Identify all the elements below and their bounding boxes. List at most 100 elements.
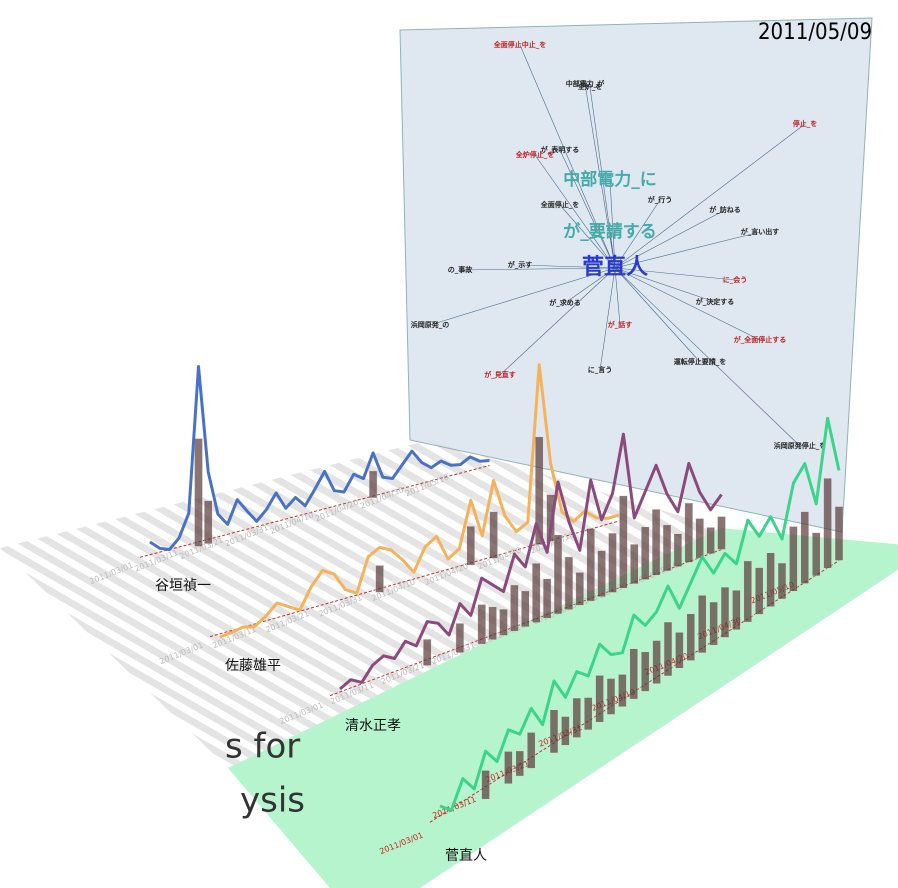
thumbnail-stack xyxy=(561,716,570,746)
node-label: 運転停止要請_を xyxy=(674,357,727,366)
thumbnail-stack xyxy=(608,532,617,593)
edge xyxy=(534,154,616,269)
thumbnail-stack xyxy=(553,534,563,615)
series-line xyxy=(339,432,723,691)
thumbnail-stack xyxy=(651,509,661,576)
edge xyxy=(614,209,726,269)
thumbnail-stack xyxy=(777,562,787,600)
edge xyxy=(614,267,801,447)
thumbnail-stack xyxy=(697,595,707,654)
thumbnail-stack xyxy=(546,494,555,542)
thumbnail-stack xyxy=(572,697,582,738)
floor-green xyxy=(228,528,898,888)
node-label: 浜岡原発停止_を xyxy=(774,441,827,450)
thumbnail-stack xyxy=(695,518,704,559)
edge xyxy=(559,204,616,269)
node-label: が_求める xyxy=(549,298,581,307)
thumbnail-stack xyxy=(203,500,213,545)
series-name: 菅直人 xyxy=(445,847,487,864)
thumbnail-stack xyxy=(619,495,628,589)
thumbnail-stack xyxy=(720,586,730,638)
thumbnail-stack xyxy=(606,678,616,715)
edge xyxy=(614,267,761,341)
edge xyxy=(614,267,716,303)
plots: 2011/03/012011/03/112011/03/212011/03/31… xyxy=(88,363,844,864)
thumbnail-stack xyxy=(630,544,639,585)
edge xyxy=(459,267,616,271)
thumbnail-stack xyxy=(375,565,384,593)
node-label: 全炉_を xyxy=(577,82,603,91)
thumbnail-stack xyxy=(834,506,844,561)
node-label: が_要請する xyxy=(563,221,657,242)
edge xyxy=(429,267,616,326)
edge xyxy=(614,231,761,269)
thumbnail-stack xyxy=(652,640,661,684)
thumbnail-stack xyxy=(526,732,536,769)
node-label: 全炉停止_を xyxy=(515,150,555,159)
edge xyxy=(519,44,616,269)
edge xyxy=(559,149,616,269)
node-label: が_行う xyxy=(648,195,673,204)
edge xyxy=(599,267,616,371)
thumbnail-stack xyxy=(640,651,650,692)
thumbnail-stack xyxy=(709,601,718,646)
thumbnail-stack xyxy=(766,552,775,607)
thumbnail-stack xyxy=(488,606,497,641)
edge xyxy=(614,199,661,269)
side-text: ysis xyxy=(240,781,305,821)
thumbnail-stack xyxy=(194,438,203,547)
thumbnail-stack xyxy=(549,709,559,754)
edge xyxy=(614,267,701,363)
edge xyxy=(589,86,616,269)
thumbnail-stack xyxy=(629,648,639,700)
series-name: 谷垣禎一 xyxy=(155,578,211,594)
node-label: が_決定する xyxy=(696,297,735,306)
node-label: が_示す xyxy=(508,260,533,269)
thumbnail-stack xyxy=(422,638,432,666)
thumbnail-stack xyxy=(706,527,715,555)
series-line xyxy=(219,363,620,639)
edge xyxy=(519,264,616,269)
node-label: が_言い出す xyxy=(741,227,780,236)
series-line xyxy=(439,416,841,812)
node-label: が_表明する xyxy=(541,145,580,154)
thumbnail-stack xyxy=(595,675,604,723)
node-label: 全面停止中止_を xyxy=(493,40,547,49)
panel-date: 2011/05/09 xyxy=(758,20,872,45)
thumbnail-stack xyxy=(583,697,593,731)
node-label: 全面停止_を xyxy=(540,200,580,209)
thumbnail-stack xyxy=(717,516,726,550)
node-label: 中部電力_に xyxy=(563,169,657,190)
thumbnail-stack xyxy=(684,502,694,563)
thumbnail-stack xyxy=(510,584,519,632)
thumbnail-stack xyxy=(675,632,684,669)
edge xyxy=(614,267,621,326)
node-label: に_会う xyxy=(723,275,748,284)
series-name: 佐藤雄平 xyxy=(225,658,281,674)
thumbnail-stack xyxy=(732,589,741,631)
thumbnail-stack xyxy=(662,524,672,572)
node-label: の_事故 xyxy=(448,265,473,274)
thumbnail-stack xyxy=(515,750,525,777)
thumbnail-stack xyxy=(504,751,513,785)
center-node: 菅直人 xyxy=(582,254,648,280)
thumbnail-stack xyxy=(686,613,696,661)
edge xyxy=(564,267,616,304)
thumbnail-stack xyxy=(368,470,378,499)
node-label: が_話す xyxy=(608,320,633,329)
thumbnail-stack xyxy=(575,572,585,606)
node-label: 浜岡原発_の xyxy=(411,320,450,329)
thumbnail-stack xyxy=(789,526,798,592)
edge xyxy=(584,83,616,269)
thumbnail-stack xyxy=(531,562,541,623)
node-label: 停止_を xyxy=(793,119,818,128)
thumbnail-stack xyxy=(542,578,552,619)
node-label: 中部電力_が xyxy=(566,79,605,88)
thumbnail-stack xyxy=(640,526,650,580)
node-label: が_見直す xyxy=(484,370,516,379)
thumbnail-stack xyxy=(521,590,530,628)
thumbnail-stack xyxy=(466,525,476,566)
thumbnail-stack xyxy=(477,604,486,645)
thumbnail-stack xyxy=(743,560,753,623)
